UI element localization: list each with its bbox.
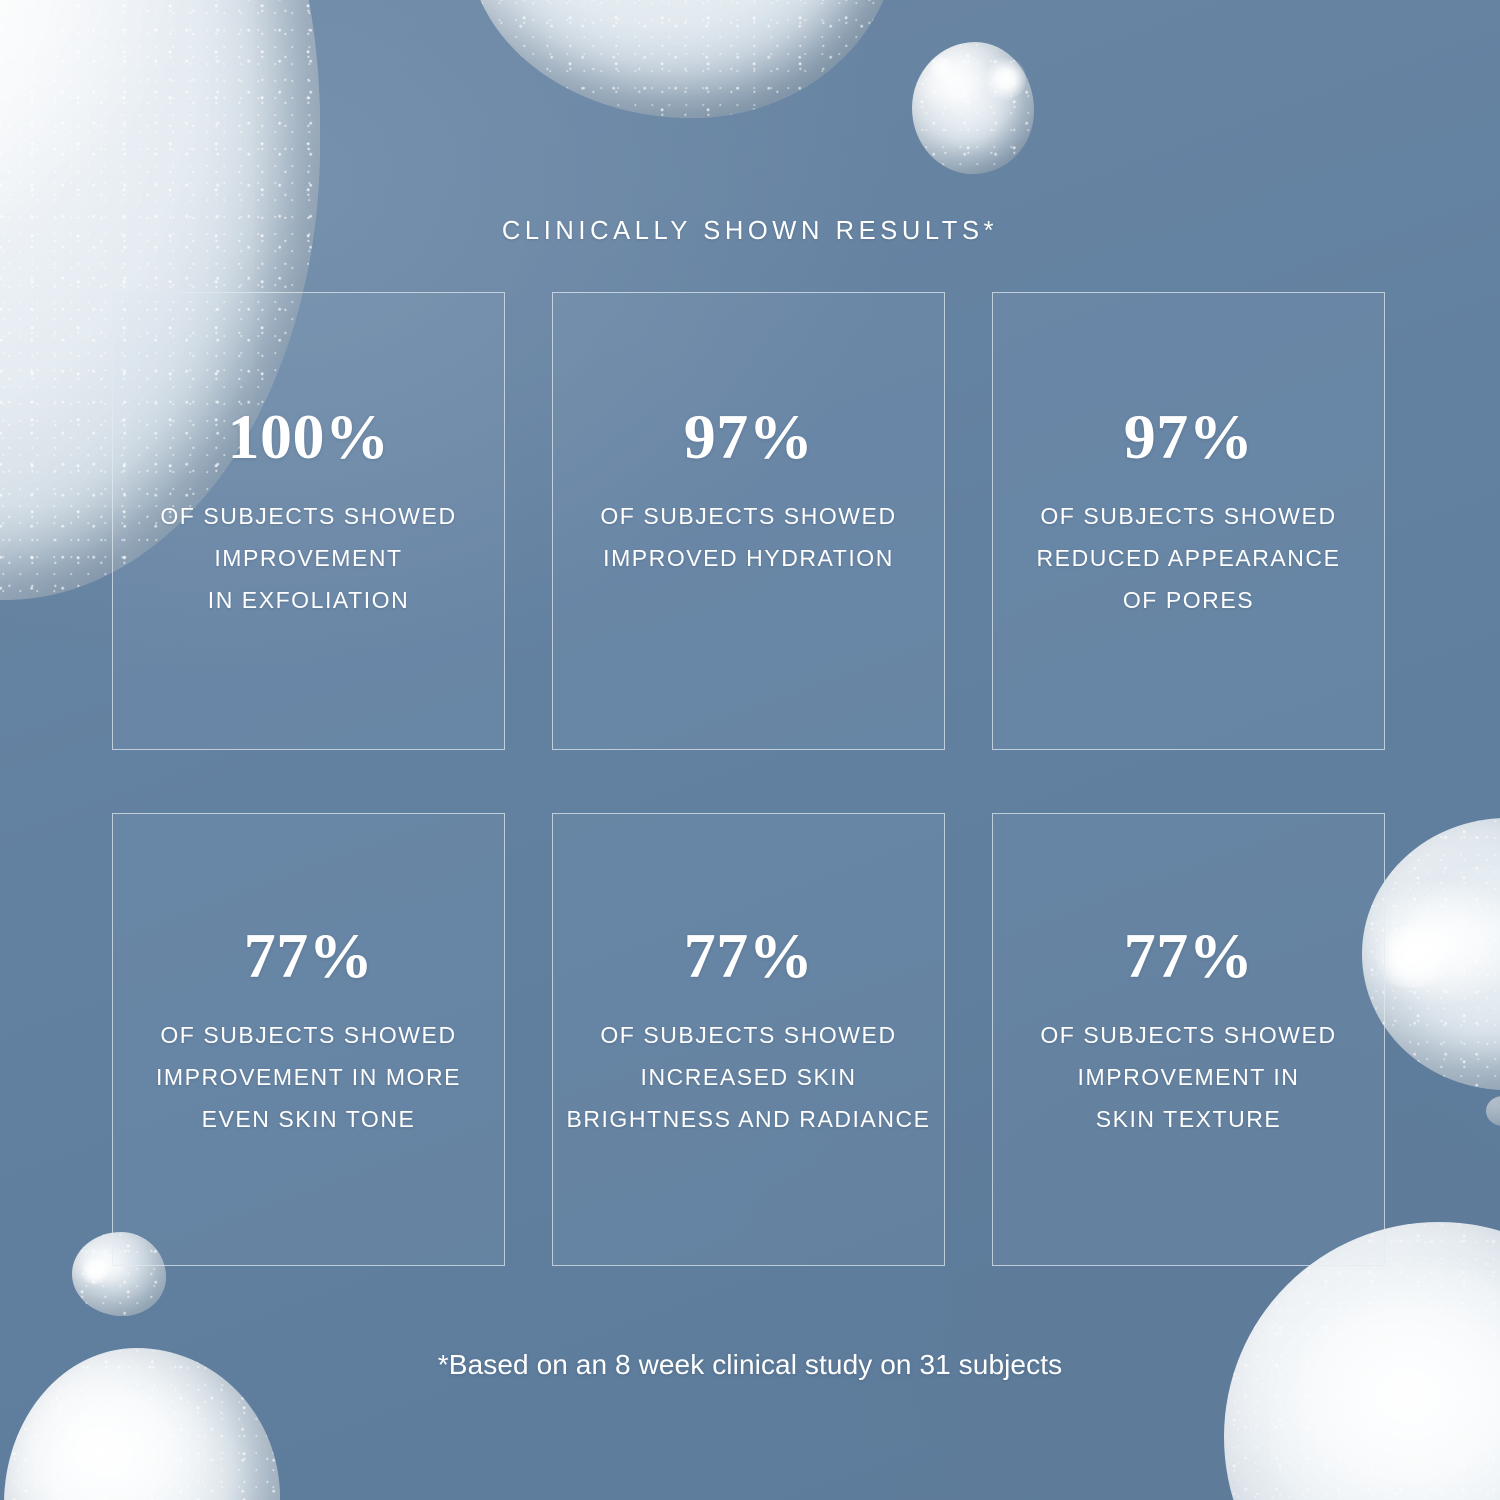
stat-description-line: SKIN TEXTURE [1095, 1106, 1282, 1132]
stat-description: OF SUBJECTS SHOWED IMPROVEMENT IN MORE E… [123, 1014, 494, 1140]
stat-value: 77% [1123, 920, 1254, 991]
study-footnote: *Based on an 8 week clinical study on 31… [437, 1349, 1063, 1380]
stat-card-pores: 97% OF SUBJECTS SHOWED REDUCED APPEARANC… [992, 292, 1385, 750]
stat-card-content: 97% OF SUBJECTS SHOWED REDUCED APPEARANC… [993, 405, 1384, 621]
stat-description-line: EVEN SKIN TONE [201, 1106, 416, 1132]
stat-description: OF SUBJECTS SHOWED IMPROVEMENT IN SKIN T… [1003, 1014, 1374, 1140]
stat-description: OF SUBJECTS SHOWED IMPROVEMENT IN EXFOLI… [123, 495, 494, 621]
stat-description-line: REDUCED APPEARANCE [1036, 545, 1341, 571]
stat-description-line: IMPROVEMENT [214, 545, 403, 571]
stat-description-line: IMPROVEMENT IN [1077, 1064, 1300, 1090]
stat-description-line: OF SUBJECTS SHOWED [160, 503, 457, 529]
stat-value: 77% [243, 920, 374, 991]
stat-value: 97% [1123, 401, 1254, 472]
stat-card-content: 77% OF SUBJECTS SHOWED INCREASED SKIN BR… [553, 924, 944, 1140]
stat-description: OF SUBJECTS SHOWED IMPROVED HYDRATION [563, 495, 934, 579]
stat-card-even-skin-tone: 77% OF SUBJECTS SHOWED IMPROVEMENT IN MO… [112, 813, 505, 1266]
stat-value: 77% [683, 920, 814, 991]
stat-card-content: 100% OF SUBJECTS SHOWED IMPROVEMENT IN E… [113, 405, 504, 621]
stat-description-line: OF SUBJECTS SHOWED [1040, 1022, 1337, 1048]
stat-description-line: IMPROVED HYDRATION [603, 545, 894, 571]
stat-description-line: IMPROVEMENT IN MORE [155, 1064, 462, 1090]
stat-card-brightness-radiance: 77% OF SUBJECTS SHOWED INCREASED SKIN BR… [552, 813, 945, 1266]
stat-value: 100% [227, 401, 390, 472]
stat-card-content: 77% OF SUBJECTS SHOWED IMPROVEMENT IN MO… [113, 924, 504, 1140]
stat-description-line: BRIGHTNESS AND RADIANCE [566, 1106, 931, 1132]
stat-card-skin-texture: 77% OF SUBJECTS SHOWED IMPROVEMENT IN SK… [992, 813, 1385, 1266]
stat-card-content: 77% OF SUBJECTS SHOWED IMPROVEMENT IN SK… [993, 924, 1384, 1140]
stat-description-line: OF PORES [1122, 587, 1255, 613]
stat-description-line: OF SUBJECTS SHOWED [600, 503, 897, 529]
stat-card-content: 97% OF SUBJECTS SHOWED IMPROVED HYDRATIO… [553, 405, 944, 579]
stat-description-line: OF SUBJECTS SHOWED [600, 1022, 897, 1048]
stat-description-line: IN EXFOLIATION [207, 587, 410, 613]
stat-card-exfoliation: 100% OF SUBJECTS SHOWED IMPROVEMENT IN E… [112, 292, 505, 750]
stat-description: OF SUBJECTS SHOWED REDUCED APPEARANCE OF… [1003, 495, 1374, 621]
stat-description: OF SUBJECTS SHOWED INCREASED SKIN BRIGHT… [563, 1014, 934, 1140]
page-title: CLINICALLY SHOWN RESULTS* [501, 217, 999, 245]
stat-description-line: OF SUBJECTS SHOWED [1040, 503, 1337, 529]
stat-card-hydration: 97% OF SUBJECTS SHOWED IMPROVED HYDRATIO… [552, 292, 945, 750]
stat-description-line: OF SUBJECTS SHOWED [160, 1022, 457, 1048]
stats-grid: 100% OF SUBJECTS SHOWED IMPROVEMENT IN E… [112, 292, 1388, 1266]
stat-value: 97% [683, 401, 814, 472]
stat-description-line: INCREASED SKIN [640, 1064, 857, 1090]
